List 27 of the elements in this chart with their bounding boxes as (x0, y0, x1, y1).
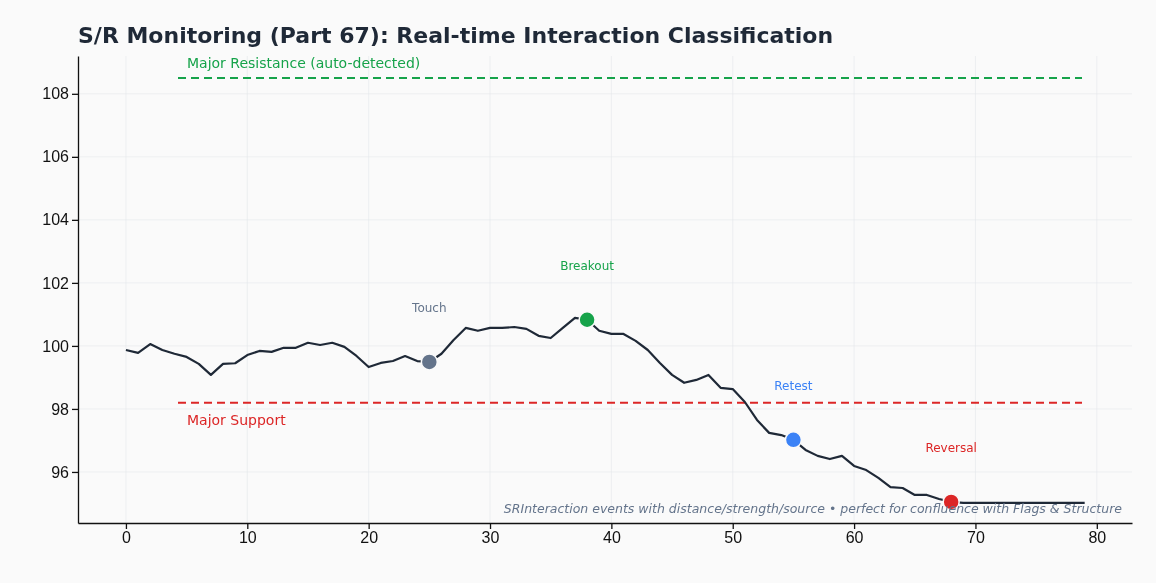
chart-title: S/R Monitoring (Part 67): Real-time Interaction Classification (78, 23, 834, 48)
x-tick-label: 80 (1088, 529, 1107, 547)
annotation: Breakout (560, 258, 615, 273)
y-tick-label: 102 (42, 274, 70, 292)
y-tick-label: 96 (51, 463, 70, 481)
y-tick-label: 100 (42, 337, 70, 355)
point (784, 431, 803, 449)
x-tick-label: 0 (121, 529, 131, 547)
annotation: SRInteraction events with distance/strength/source • perfect for confluence with Flags & Structure (503, 501, 1123, 516)
ref-line-label: Major Resistance (auto-detected) (187, 55, 421, 72)
x-tick-label: 40 (602, 529, 621, 547)
annotation: Retest (774, 379, 813, 394)
y-tick-label: 106 (42, 148, 70, 166)
y-tick-label: 98 (51, 400, 70, 418)
y-tick-label: 108 (42, 85, 70, 103)
x-tick-label: 50 (724, 529, 743, 547)
x-tick-label: 60 (845, 529, 864, 547)
point (420, 353, 439, 371)
point (578, 311, 596, 329)
annotation: Reversal (925, 441, 977, 456)
x-tick-label: 20 (360, 529, 379, 547)
x-tick-label: 70 (967, 529, 985, 547)
x-tick-label: 10 (238, 529, 257, 547)
annotation: Touch (411, 301, 447, 316)
y-tick-label: 104 (42, 211, 70, 229)
ref-line-label: Major Support (187, 411, 287, 428)
x-tick-label: 30 (481, 529, 500, 547)
